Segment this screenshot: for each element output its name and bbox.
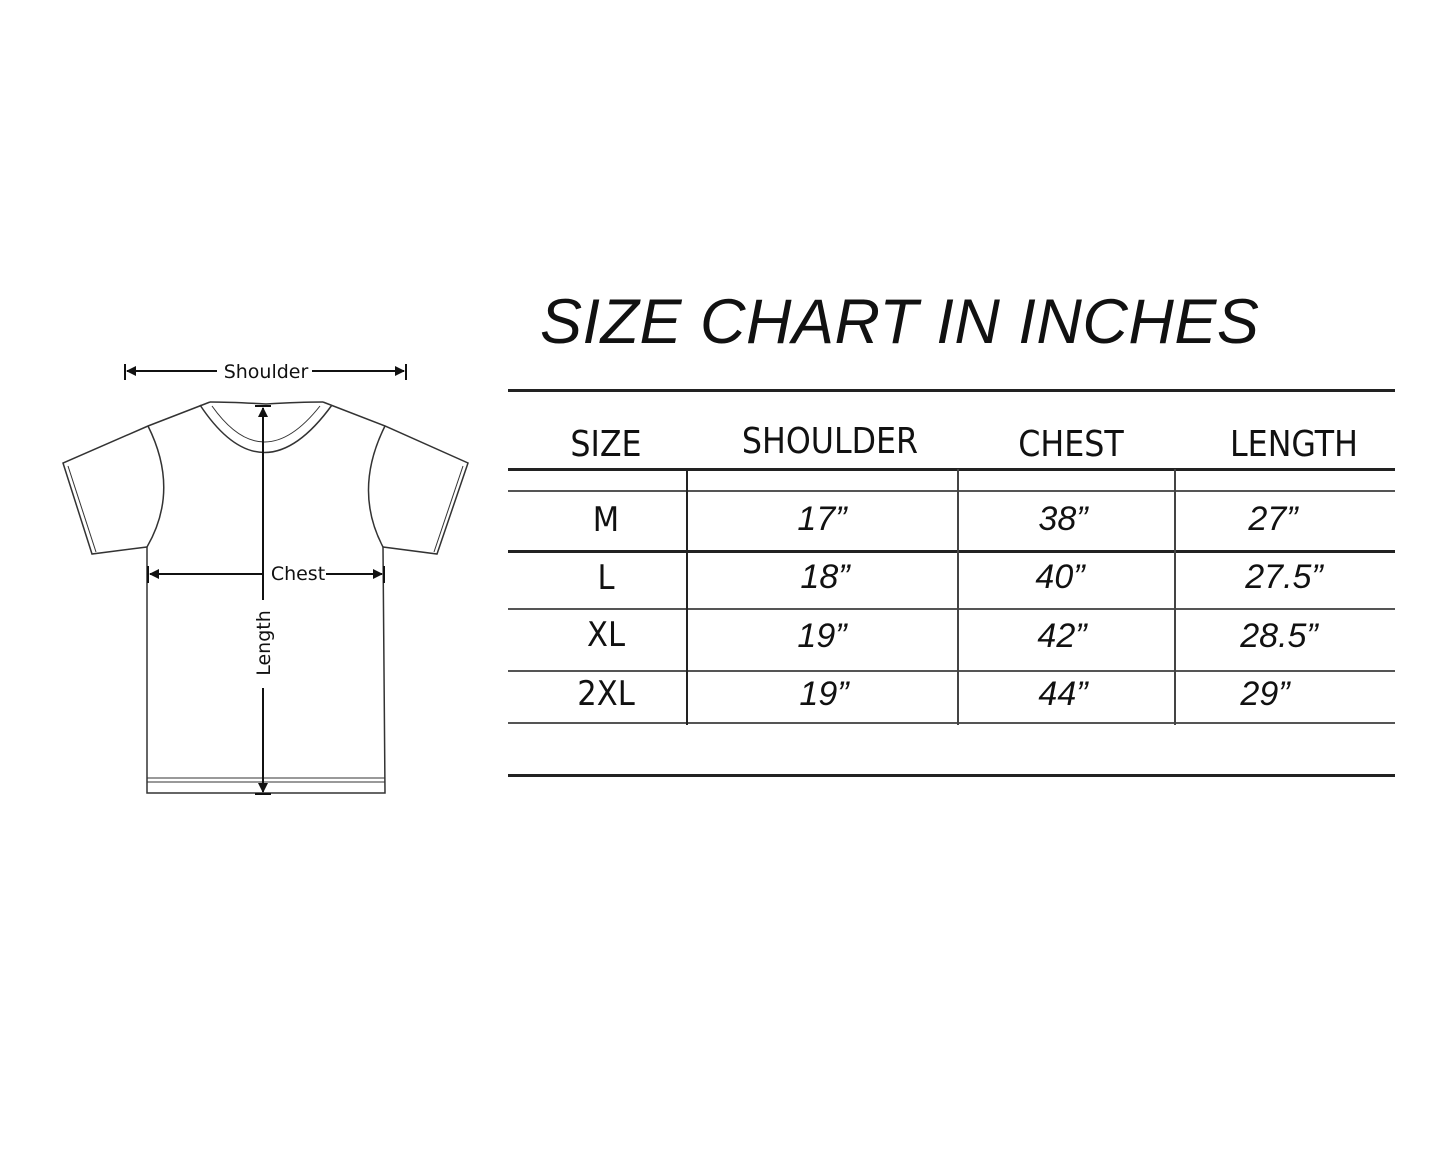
length-cell: 27” (1248, 500, 1298, 538)
length-label: Length (253, 610, 275, 676)
chest-measure-arrow (147, 566, 385, 583)
length-cell: 27.5” (1245, 558, 1323, 596)
shoulder-label: Shoulder (224, 361, 309, 383)
column-divider (1174, 469, 1176, 725)
row-divider (508, 670, 1395, 672)
length-measure-arrow (255, 405, 271, 795)
shoulder-cell: 17” (797, 500, 847, 538)
size-cell: 2XL (577, 674, 635, 714)
header-length: LENGTH (1230, 424, 1358, 465)
row-divider (508, 722, 1395, 724)
size-cell: L (597, 558, 615, 598)
chest-cell: 38” (1038, 500, 1088, 538)
chest-cell: 42” (1037, 617, 1087, 655)
row-divider (508, 608, 1395, 610)
size-cell: XL (586, 615, 625, 655)
header-chest: CHEST (1018, 424, 1124, 465)
shoulder-cell: 19” (797, 617, 847, 655)
shoulder-cell: 19” (799, 675, 849, 713)
tshirt-outline (62, 401, 469, 794)
shoulder-cell: 18” (800, 558, 850, 596)
row-divider (508, 490, 1395, 492)
column-divider (957, 469, 959, 725)
length-cell: 29” (1240, 675, 1290, 713)
chest-cell: 44” (1038, 675, 1088, 713)
header-size: SIZE (570, 424, 642, 465)
size-cell: M (592, 500, 620, 540)
chest-cell: 40” (1035, 558, 1085, 596)
header-rule (508, 468, 1395, 471)
header-shoulder: SHOULDER (741, 421, 919, 462)
page-title: SIZE CHART IN INCHES (540, 287, 1260, 357)
column-divider (686, 469, 688, 725)
length-cell: 28.5” (1240, 617, 1318, 655)
row-divider (508, 550, 1395, 553)
table-bottom-rule (508, 774, 1395, 777)
chest-label: Chest (271, 563, 325, 585)
table-top-rule (508, 389, 1395, 392)
shoulder-measure-arrow (124, 364, 407, 380)
